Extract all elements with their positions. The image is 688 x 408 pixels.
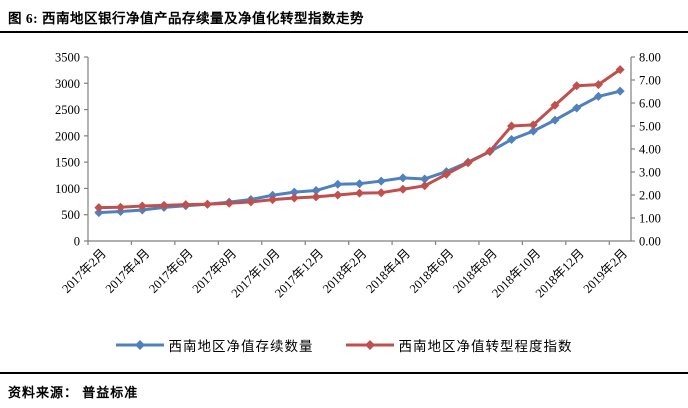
x-axis-tick-label: 2017年2月 bbox=[59, 246, 109, 296]
title-separator-line bbox=[0, 31, 688, 33]
legend-marker-red-line-icon bbox=[345, 340, 394, 350]
right-axis-tick-label: 2.00 bbox=[639, 189, 661, 203]
legend-item-series-0: 西南地区净值存续数量 bbox=[115, 335, 314, 355]
legend-marker-blue-line-icon bbox=[115, 340, 164, 350]
left-axis-tick-label: 1000 bbox=[55, 182, 80, 196]
left-axis-tick-label: 3500 bbox=[55, 51, 80, 65]
left-axis-tick-label: 2500 bbox=[55, 103, 80, 117]
right-axis-tick-label: 7.00 bbox=[639, 74, 661, 88]
legend-item-series-1: 西南地区净值转型程度指数 bbox=[345, 335, 573, 355]
left-axis-tick-label: 0 bbox=[74, 235, 80, 249]
x-axis-tick-label: 2018年4月 bbox=[363, 246, 413, 296]
left-axis-tick-label: 500 bbox=[61, 208, 80, 222]
x-axis-tick-label: 2018年2月 bbox=[320, 246, 370, 296]
right-axis-tick-label: 6.00 bbox=[639, 97, 661, 111]
right-axis-tick-label: 4.00 bbox=[639, 143, 661, 157]
right-axis-tick-label: 1.00 bbox=[639, 212, 661, 226]
x-axis-tick-label: 2017年6月 bbox=[146, 246, 196, 296]
right-axis-tick-label: 0.00 bbox=[639, 235, 661, 249]
right-axis-tick-label: 8.00 bbox=[639, 51, 661, 65]
source-separator-line bbox=[0, 372, 688, 374]
series-markers-1 bbox=[94, 65, 625, 213]
figure-title: 图 6: 西南地区银行净值产品存续量及净值化转型指数走势 bbox=[8, 11, 364, 26]
legend-label-series-0: 西南地区净值存续数量 bbox=[168, 339, 314, 354]
right-axis-tick-label: 5.00 bbox=[639, 120, 661, 134]
x-axis-tick-label: 2017年4月 bbox=[103, 246, 153, 296]
x-axis-tick-label: 2018年6月 bbox=[407, 246, 457, 296]
left-axis-tick-label: 2000 bbox=[55, 129, 80, 143]
left-axis-tick-label: 3000 bbox=[55, 77, 80, 91]
x-axis-tick-label: 2019年2月 bbox=[581, 246, 631, 296]
chart-legend: 西南地区净值存续数量 西南地区净值转型程度指数 bbox=[0, 335, 688, 355]
left-axis-tick-label: 1500 bbox=[55, 156, 80, 170]
legend-label-series-1: 西南地区净值转型程度指数 bbox=[398, 339, 573, 354]
source-note: 资料来源： 普益标准 bbox=[8, 385, 139, 400]
right-axis-tick-label: 3.00 bbox=[639, 166, 661, 180]
